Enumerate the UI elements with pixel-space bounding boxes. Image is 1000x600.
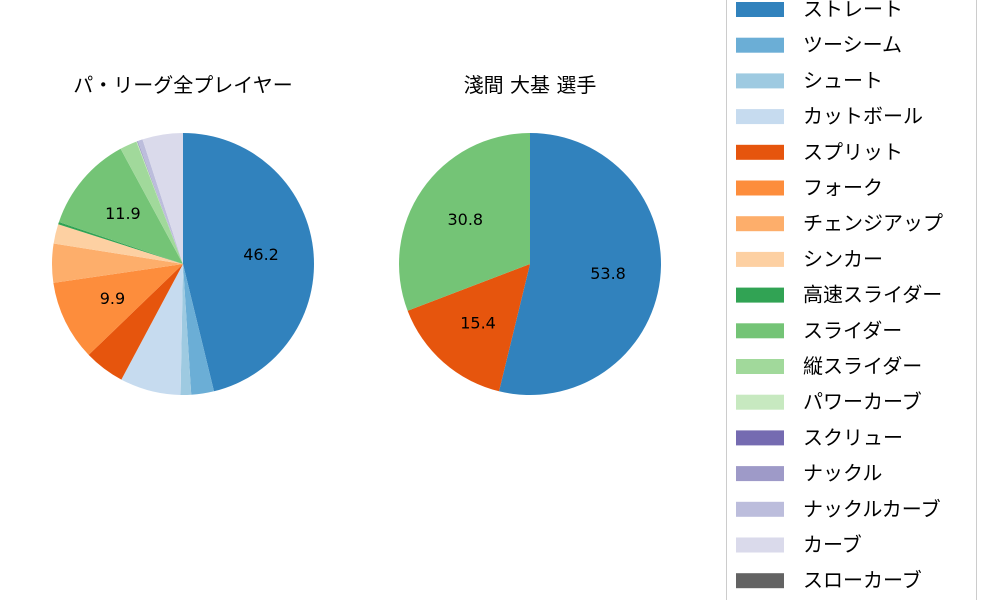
legend-item: スライダー — [736, 318, 902, 342]
pie-slice — [88, 264, 183, 380]
legend-item: フォーク — [736, 176, 883, 200]
legend-label: カットボール — [803, 104, 923, 128]
legend-swatch — [736, 466, 784, 482]
legend-label: カーブ — [803, 533, 862, 557]
legend-label: 高速スライダー — [803, 283, 942, 307]
pie-slice — [53, 224, 184, 264]
pie-slice — [398, 133, 530, 311]
legend-label: シンカー — [803, 247, 883, 271]
legend-swatch — [736, 430, 784, 446]
legend-swatch — [736, 2, 784, 17]
legend-swatch — [736, 180, 784, 196]
legend-label: シュート — [803, 68, 883, 92]
legend-label: ツーシーム — [803, 33, 902, 57]
legend-label: ナックル — [803, 461, 882, 485]
pie-slice — [180, 264, 192, 395]
legend-swatch — [736, 573, 784, 589]
slice-data-label: 30.8 — [447, 210, 483, 229]
legend-swatch — [736, 144, 784, 160]
legend-item: 縦スライダー — [736, 354, 922, 378]
legend-label: ナックルカーブ — [803, 497, 941, 521]
pie-slice — [137, 141, 183, 264]
league-pie-chart: パ・リーグ全プレイヤー 46.2 9.9 11.9 — [52, 73, 315, 395]
legend-item: スプリット — [736, 140, 903, 164]
legend-label: 縦スライダー — [803, 354, 922, 378]
legend-swatch — [736, 323, 784, 339]
legend-item: パワーカーブ — [736, 390, 922, 414]
legend-frame — [726, 0, 977, 600]
pie-slice — [183, 133, 315, 392]
slice-data-label: 53.8 — [590, 264, 626, 283]
chart-title: パ・リーグ全プレイヤー — [73, 73, 292, 97]
legend-label: スクリュー — [803, 425, 903, 449]
legend: ストレートツーシームシュートカットボールスプリットフォークチェンジアップシンカー… — [726, 0, 977, 600]
legend-swatch — [736, 109, 784, 125]
legend-item: スクリュー — [736, 425, 903, 449]
legend-swatch — [736, 37, 784, 53]
pie-slice — [58, 148, 183, 264]
legend-label: スライダー — [803, 318, 902, 342]
legend-label: フォーク — [803, 176, 883, 200]
player-pie-chart: 淺間 大基 選手 53.8 15.4 30.8 — [398, 73, 661, 395]
pie-slice — [120, 141, 183, 264]
legend-swatch — [736, 251, 784, 267]
legend-item: チェンジアップ — [736, 211, 943, 235]
pie-slice — [137, 141, 183, 264]
legend-label: パワーカーブ — [803, 390, 922, 414]
slice-data-label: 9.9 — [100, 289, 125, 308]
slice-data-label: 11.9 — [105, 204, 141, 223]
legend-label: ストレート — [803, 0, 903, 21]
pie-slice — [499, 133, 661, 395]
pie-slice — [142, 133, 183, 264]
legend-item: シュート — [736, 68, 883, 92]
legend-item: ツーシーム — [736, 33, 902, 57]
legend-swatch — [736, 501, 784, 517]
pie-slice — [53, 264, 184, 355]
chart-title: 淺間 大基 選手 — [464, 73, 597, 97]
pie-slice — [52, 243, 184, 283]
legend-item: ストレート — [736, 0, 903, 21]
pie-slice — [183, 264, 214, 395]
legend-label: スローカーブ — [803, 568, 922, 592]
legend-item: ナックル — [736, 461, 882, 485]
legend-item: カットボール — [736, 104, 923, 128]
legend-swatch — [736, 73, 784, 89]
pie-slice — [58, 221, 183, 264]
legend-swatch — [736, 537, 784, 553]
legend-item: 高速スライダー — [736, 283, 942, 307]
legend-swatch — [736, 359, 784, 374]
legend-item: カーブ — [736, 533, 862, 557]
pie-slice — [121, 264, 183, 395]
slice-data-label: 46.2 — [243, 245, 279, 264]
pie-slice — [137, 139, 183, 264]
legend-label: スプリット — [803, 140, 903, 164]
legend-item: ナックルカーブ — [736, 497, 941, 521]
pie-slice — [136, 141, 183, 264]
legend-item: スローカーブ — [736, 568, 922, 592]
legend-swatch — [736, 287, 784, 303]
legend-swatch — [736, 394, 784, 410]
legend-swatch — [736, 216, 784, 232]
legend-item: シンカー — [736, 247, 883, 271]
legend-label: チェンジアップ — [803, 211, 943, 235]
slice-data-label: 15.4 — [460, 313, 496, 332]
pie-slice — [407, 264, 530, 392]
